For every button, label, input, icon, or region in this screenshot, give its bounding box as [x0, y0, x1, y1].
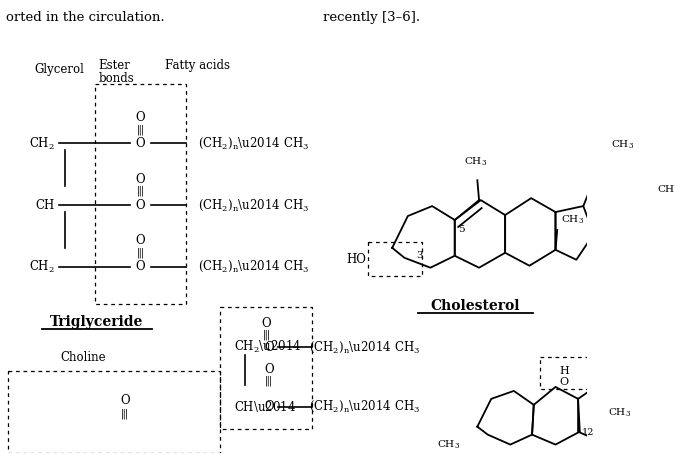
Text: bonds: bonds — [98, 72, 134, 85]
Text: O: O — [264, 340, 274, 354]
Text: Glycerol: Glycerol — [34, 63, 84, 76]
Text: 12: 12 — [582, 428, 594, 437]
Text: $\mathregular{(CH_2)_n}$\u2014 $\mathregular{CH_3}$: $\mathregular{(CH_2)_n}$\u2014 $\mathreg… — [197, 136, 309, 151]
Text: Triglyceride: Triglyceride — [51, 316, 144, 330]
Bar — [540, 357, 590, 389]
Text: Cholesterol: Cholesterol — [430, 300, 520, 314]
Text: $\mathregular{(CH_2)_n}$\u2014 $\mathregular{CH_3}$: $\mathregular{(CH_2)_n}$\u2014 $\mathreg… — [197, 197, 309, 212]
Text: $\mathregular{CH_3}$: $\mathregular{CH_3}$ — [657, 184, 674, 197]
Text: O: O — [264, 363, 274, 375]
Text: O: O — [262, 317, 271, 330]
Text: $\mathregular{CH_3}$: $\mathregular{CH_3}$ — [611, 139, 634, 152]
Text: $\mathregular{CH_2}$: $\mathregular{CH_2}$ — [30, 259, 55, 275]
Bar — [368, 242, 422, 276]
Text: $\mathregular{(CH_2)_n}$\u2014 $\mathregular{CH_3}$: $\mathregular{(CH_2)_n}$\u2014 $\mathreg… — [309, 399, 420, 415]
Text: $\||$: $\||$ — [120, 407, 129, 421]
Text: O: O — [120, 395, 129, 407]
Bar — [8, 371, 220, 453]
Text: 5: 5 — [458, 226, 465, 234]
Text: 3: 3 — [417, 251, 423, 260]
Text: $\||$: $\||$ — [136, 184, 145, 198]
Text: O: O — [135, 198, 145, 212]
Text: $\mathregular{CH_2}$: $\mathregular{CH_2}$ — [30, 135, 55, 152]
Text: $\mathregular{(CH_2)_n}$\u2014 $\mathregular{CH_3}$: $\mathregular{(CH_2)_n}$\u2014 $\mathreg… — [197, 259, 309, 274]
Text: O: O — [135, 111, 145, 124]
Text: $\mathregular{CH_2}$\u2014: $\mathregular{CH_2}$\u2014 — [234, 339, 302, 355]
Text: Fatty acids: Fatty acids — [164, 59, 230, 72]
Text: $\||$: $\||$ — [136, 123, 145, 137]
Text: $\mathregular{CH_3}$: $\mathregular{CH_3}$ — [437, 438, 460, 451]
Bar — [95, 84, 187, 305]
Text: $\mathregular{(CH_2)_n}$\u2014 $\mathregular{CH_3}$: $\mathregular{(CH_2)_n}$\u2014 $\mathreg… — [309, 340, 420, 355]
Text: $\mathregular{CH_3}$: $\mathregular{CH_3}$ — [607, 406, 631, 419]
Text: O: O — [135, 173, 145, 186]
Bar — [220, 307, 312, 429]
Text: Ester: Ester — [98, 59, 131, 72]
Text: $\mathregular{CH}$: $\mathregular{CH}$ — [34, 198, 55, 212]
Text: HO: HO — [346, 253, 366, 266]
Text: $\||$: $\||$ — [264, 374, 274, 388]
Text: $\||$: $\||$ — [136, 246, 145, 260]
Text: H: H — [559, 366, 569, 376]
Text: O: O — [135, 234, 145, 247]
Text: O: O — [135, 260, 145, 273]
Text: $\mathregular{CH_3}$: $\mathregular{CH_3}$ — [464, 156, 487, 168]
Text: O: O — [264, 400, 274, 413]
Text: $\||$: $\||$ — [262, 328, 271, 342]
Text: O: O — [135, 137, 145, 150]
Text: orted in the circulation.: orted in the circulation. — [6, 11, 164, 25]
Text: $\mathregular{CH}$\u2014: $\mathregular{CH}$\u2014 — [234, 400, 297, 415]
Text: O: O — [559, 377, 569, 387]
Text: Choline: Choline — [61, 350, 106, 364]
Text: recently [3–6].: recently [3–6]. — [323, 11, 420, 25]
Text: $\mathregular{CH_3}$: $\mathregular{CH_3}$ — [561, 214, 584, 226]
